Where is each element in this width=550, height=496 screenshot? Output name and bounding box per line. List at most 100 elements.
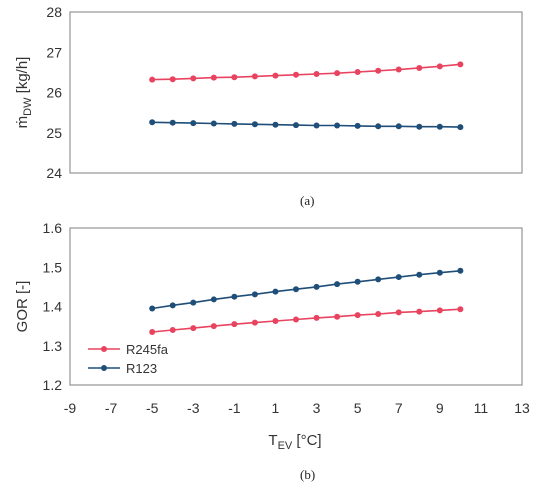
panel-b-y-tick-label: 1.4 bbox=[43, 299, 63, 315]
panel-a-series-0-point bbox=[251, 73, 258, 80]
panel-a-y-tick-label: 24 bbox=[46, 165, 62, 181]
panel-a-series-0-line bbox=[152, 63, 461, 81]
panel-b-series-0-point bbox=[457, 306, 464, 313]
panel-a-series-1-point bbox=[416, 123, 423, 130]
panel-a-series-1-point bbox=[334, 122, 341, 129]
panel-a-series-0-point bbox=[457, 61, 464, 68]
panel-b-series-1-point bbox=[354, 278, 361, 285]
panel-b-y-tick-label: 1.6 bbox=[43, 220, 63, 236]
panel-a-series-1-point bbox=[169, 119, 176, 126]
panel-b-x-tick-label: -9 bbox=[64, 400, 77, 416]
panel-b-series-0-point bbox=[149, 329, 156, 336]
panel-b-y-tick-label: 1.2 bbox=[43, 377, 63, 393]
panel-a-series-1-point bbox=[313, 122, 320, 129]
panel-b-series-0-point bbox=[272, 318, 279, 325]
panel-a-series-1-point bbox=[457, 124, 464, 131]
panel-a-series-0-point bbox=[272, 72, 279, 79]
legend-0-marker bbox=[101, 346, 107, 352]
panel-a-series-0-point bbox=[149, 76, 156, 83]
panel-b-series-1-point bbox=[313, 283, 320, 290]
panel-a-series-1-point bbox=[251, 121, 258, 128]
panel-a-series-1-point bbox=[375, 123, 382, 130]
panel-a-series-0-point bbox=[231, 74, 238, 81]
panel-b-series-0-point bbox=[231, 321, 238, 328]
panel-b-series-0-point bbox=[334, 313, 341, 320]
panel-b-series-1-point bbox=[375, 276, 382, 283]
panel-b-x-tick-label: 1 bbox=[272, 400, 280, 416]
panel-a-series-0-point bbox=[313, 70, 320, 77]
panel-b-series-1-point bbox=[190, 299, 197, 306]
panel-b-series-0-point bbox=[375, 310, 382, 317]
panel-b-x-tick-label: -7 bbox=[105, 400, 118, 416]
panel-b-caption: (b) bbox=[300, 467, 316, 482]
legend-0-label: R245fa bbox=[126, 342, 169, 357]
panel-b-x-tick-label: 5 bbox=[354, 400, 362, 416]
panel-b-series-1-point bbox=[231, 293, 238, 300]
panel-a-series-1-point bbox=[210, 120, 217, 127]
panel-a-y-tick-label: 25 bbox=[46, 125, 62, 141]
panel-a-series-1-point bbox=[149, 119, 156, 126]
panel-b-series-1-point bbox=[251, 291, 258, 298]
panel-a-series-0-point bbox=[169, 76, 176, 83]
legend-1-label: R123 bbox=[126, 361, 157, 376]
panel-b-y-tick-label: 1.3 bbox=[43, 338, 63, 354]
panel-b-series-1-point bbox=[210, 296, 217, 303]
panel-b-series-1-line bbox=[152, 270, 461, 310]
panel-a-y-tick-label: 28 bbox=[46, 4, 62, 20]
panel-a-series-1-line bbox=[152, 121, 461, 128]
panel-a-y-axis-label-main: ṁ bbox=[14, 116, 31, 129]
panel-a-series-0-point bbox=[395, 66, 402, 73]
panel-b-x-axis-label-unit: [°C] bbox=[292, 432, 321, 449]
panel-b-series-0-point bbox=[251, 319, 258, 326]
panel-b-y-axis-label: GOR [-] bbox=[14, 281, 31, 333]
panel-b-series-0-point bbox=[395, 309, 402, 316]
panel-a-series-1-point bbox=[436, 123, 443, 130]
panel-b-series-1-point bbox=[395, 274, 402, 281]
panel-b-series-0-point bbox=[190, 325, 197, 332]
legend-1-marker bbox=[101, 365, 107, 371]
panel-a-series-0-point bbox=[436, 63, 443, 70]
panel-a-series-1-point bbox=[190, 120, 197, 127]
panel-b-x-tick-label: -1 bbox=[228, 400, 241, 416]
panel-b-series-1-point bbox=[272, 288, 279, 295]
panel-b-x-tick-label: 3 bbox=[313, 400, 321, 416]
panel-b-x-tick-label: 11 bbox=[474, 400, 489, 416]
panel-b-series-1-point bbox=[149, 305, 156, 312]
panel-b-x-axis-label-main: T bbox=[268, 432, 277, 449]
panel-b-series-0-line bbox=[152, 308, 461, 333]
panel-b-x-tick-label: 13 bbox=[514, 400, 530, 416]
panel-a-y-axis-label-sub: DW bbox=[22, 97, 34, 116]
panel-b-series-1-point bbox=[436, 269, 443, 276]
panel-b-x-tick-label: 7 bbox=[395, 400, 403, 416]
panel-a-y-axis-label-unit: [kg/h] bbox=[14, 57, 31, 98]
panel-a-series-1-point bbox=[395, 123, 402, 130]
panel-b-series-1-point bbox=[334, 281, 341, 288]
panel-b-series-1-point bbox=[416, 271, 423, 278]
panel-a-plot-frame bbox=[69, 11, 523, 174]
panel-a-series-0-point bbox=[334, 70, 341, 77]
panel-b-series-0-point bbox=[293, 316, 299, 323]
panel-a-y-tick-label: 26 bbox=[46, 85, 62, 101]
panel-b-x-tick-label: 9 bbox=[436, 400, 444, 416]
panel-b-x-axis-label: TEV [°C] bbox=[268, 432, 321, 452]
panel-a-y-tick-label: 27 bbox=[46, 44, 62, 60]
panel-a-series-0-point bbox=[416, 64, 423, 71]
panel-a-series-0-point bbox=[190, 75, 197, 82]
panel-a-series-1-point bbox=[354, 122, 361, 129]
panel-b-x-axis-label-sub: EV bbox=[278, 440, 293, 452]
panel-a-series-1-point bbox=[272, 121, 279, 128]
panel-a-series-1-point bbox=[293, 122, 299, 129]
panel-b-series-1-point bbox=[457, 267, 464, 274]
panel-b-series-1-point bbox=[169, 302, 176, 309]
panel-b-x-tick-label: -3 bbox=[187, 400, 200, 416]
panel-b-series-1-point bbox=[293, 286, 299, 293]
panel-a-series-0-point bbox=[293, 71, 299, 78]
panel-b-series-0-point bbox=[436, 307, 443, 314]
panel-a-series-1-point bbox=[231, 120, 238, 127]
panel-b-series-0-point bbox=[210, 323, 217, 330]
panel-b-plot-frame bbox=[69, 227, 523, 386]
panel-a-series-0-point bbox=[375, 67, 382, 74]
panel-b-series-0-point bbox=[313, 314, 320, 321]
